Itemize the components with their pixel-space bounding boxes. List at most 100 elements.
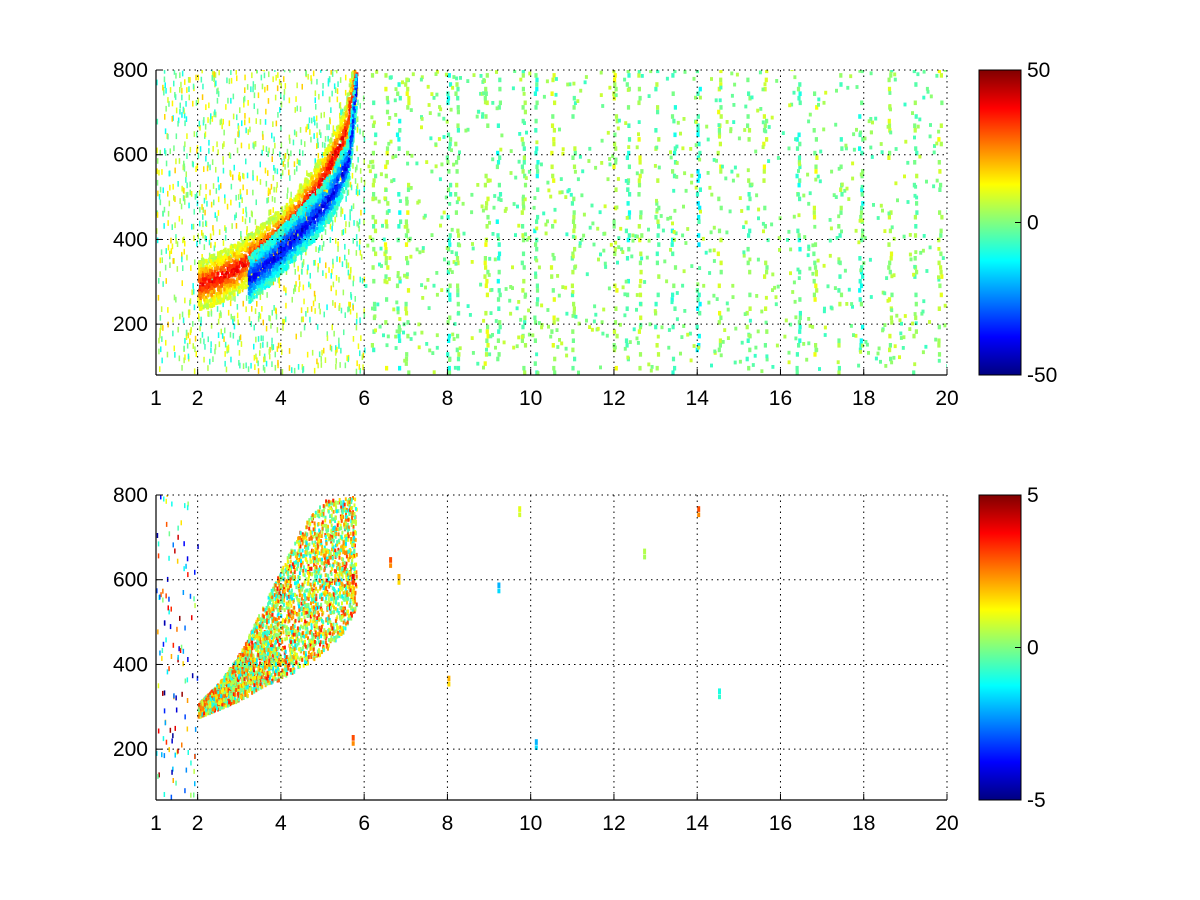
heatmap-cell bbox=[320, 182, 323, 187]
heatmap-cell bbox=[267, 187, 270, 194]
heatmap-cell bbox=[175, 133, 178, 140]
heatmap-cell bbox=[261, 83, 264, 90]
heatmap-cell bbox=[200, 293, 203, 298]
heatmap-cell bbox=[259, 119, 262, 125]
heatmap-cell bbox=[305, 203, 309, 208]
heatmap-cell bbox=[363, 158, 365, 165]
heatmap-cell bbox=[323, 158, 327, 163]
heatmap-cell bbox=[338, 130, 342, 135]
heatmap-cell bbox=[194, 335, 197, 342]
heatmap-cell bbox=[346, 355, 348, 361]
heatmap-cell bbox=[210, 274, 214, 279]
heatmap-cell bbox=[217, 300, 220, 305]
heatmap-cell bbox=[337, 81, 339, 87]
heatmap-cell bbox=[355, 368, 358, 375]
heatmap-cell bbox=[363, 312, 366, 319]
heatmap-cell bbox=[316, 138, 319, 144]
heatmap-cell bbox=[299, 183, 302, 188]
heatmap-cell bbox=[200, 306, 203, 311]
heatmap-cell bbox=[308, 208, 312, 213]
heatmap-cell bbox=[198, 302, 201, 307]
heatmap-cell bbox=[233, 288, 236, 293]
heatmap-cell bbox=[335, 186, 338, 190]
heatmap-cell bbox=[306, 238, 310, 243]
heatmap-cell bbox=[243, 281, 246, 285]
heatmap-cell bbox=[286, 234, 289, 239]
heatmap-cell bbox=[253, 343, 255, 350]
heatmap-cell bbox=[257, 233, 260, 238]
heatmap-cell bbox=[240, 278, 244, 283]
heatmap-cell bbox=[227, 309, 230, 316]
heatmap-cell bbox=[328, 267, 330, 273]
heatmap-cell bbox=[333, 330, 335, 337]
heatmap-cell bbox=[302, 206, 305, 211]
heatmap-cell bbox=[311, 117, 313, 124]
heatmap-cell bbox=[274, 70, 276, 72]
heatmap-cell bbox=[344, 254, 346, 261]
heatmap-cell bbox=[249, 246, 252, 251]
heatmap-cell bbox=[276, 244, 279, 249]
heatmap-cell bbox=[254, 245, 258, 250]
heatmap-cell bbox=[281, 269, 285, 274]
heatmap-cell bbox=[258, 230, 262, 235]
heatmap-cell bbox=[347, 120, 350, 125]
heatmap-cell bbox=[230, 313, 232, 320]
heatmap-cell bbox=[197, 297, 199, 303]
heatmap-cell bbox=[333, 179, 336, 184]
heatmap-cell bbox=[205, 155, 207, 162]
heatmap-cell bbox=[339, 112, 341, 119]
heatmap-cell bbox=[201, 271, 204, 275]
heatmap-cell bbox=[348, 133, 351, 137]
heatmap-cell bbox=[321, 204, 324, 209]
heatmap-cell bbox=[330, 162, 334, 167]
heatmap-cell bbox=[204, 304, 207, 308]
heatmap-cell bbox=[236, 75, 238, 82]
heatmap-cell bbox=[224, 247, 227, 252]
heatmap-cell bbox=[318, 93, 320, 100]
heatmap-cell bbox=[297, 229, 300, 234]
heatmap-cell bbox=[345, 196, 347, 202]
heatmap-cell bbox=[198, 260, 201, 264]
heatmap-cell bbox=[200, 268, 203, 273]
heatmap-cell bbox=[346, 170, 349, 175]
heatmap-cell bbox=[351, 73, 354, 78]
heatmap-cell bbox=[316, 193, 320, 198]
heatmap-cell bbox=[335, 153, 338, 157]
heatmap-cell bbox=[271, 344, 273, 351]
heatmap-cell bbox=[342, 229, 345, 235]
heatmap-cell bbox=[224, 262, 228, 266]
heatmap-cell bbox=[199, 280, 202, 285]
heatmap-cell bbox=[210, 254, 214, 258]
heatmap-cell bbox=[322, 217, 325, 221]
heatmap-cell bbox=[187, 332, 190, 339]
heatmap-cell bbox=[305, 70, 307, 77]
heatmap-cell bbox=[254, 364, 256, 370]
heatmap-cell bbox=[362, 364, 364, 371]
heatmap-cell bbox=[323, 311, 325, 318]
heatmap-cell bbox=[241, 268, 244, 273]
heatmap-cell bbox=[237, 282, 240, 287]
heatmap-cell bbox=[220, 328, 222, 335]
heatmap-cell bbox=[246, 229, 248, 236]
heatmap-cell bbox=[241, 272, 245, 277]
heatmap-cell bbox=[210, 323, 213, 329]
heatmap-cell bbox=[199, 298, 202, 303]
heatmap-cell bbox=[325, 147, 329, 152]
heatmap-cell bbox=[243, 267, 247, 272]
heatmap-cell bbox=[237, 194, 240, 200]
heatmap-cell bbox=[220, 283, 223, 288]
heatmap-cell bbox=[231, 287, 233, 293]
heatmap-cell bbox=[338, 143, 341, 148]
heatmap-cell bbox=[299, 160, 301, 166]
heatmap-cell bbox=[357, 222, 360, 228]
heatmap-cell bbox=[329, 211, 333, 216]
heatmap-cell bbox=[192, 223, 195, 230]
heatmap-cell bbox=[164, 82, 166, 89]
heatmap-cell bbox=[251, 263, 255, 268]
heatmap-cell bbox=[265, 108, 267, 115]
heatmap-cell bbox=[268, 348, 270, 355]
heatmap-cell bbox=[309, 272, 311, 279]
heatmap-cell bbox=[194, 194, 197, 200]
heatmap-cell bbox=[200, 288, 204, 293]
heatmap-cell bbox=[209, 271, 212, 276]
